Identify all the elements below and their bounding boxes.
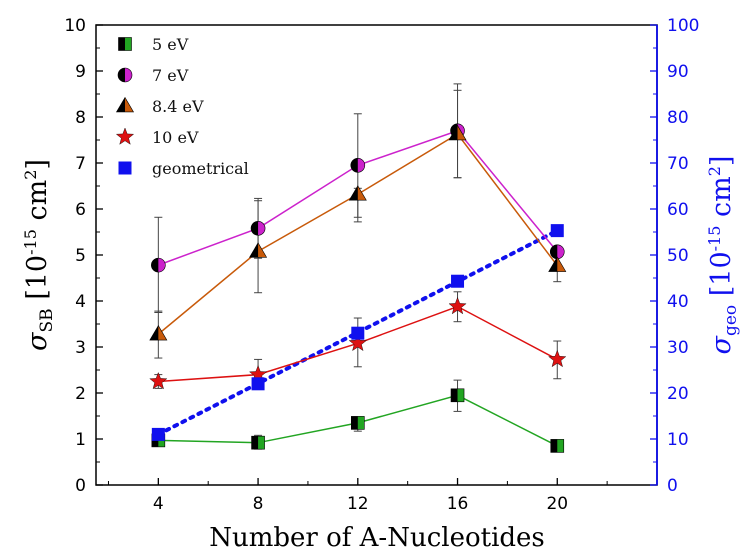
point-10-ev-4 [149,371,168,390]
plot-layer [149,83,567,453]
point-geometrical-8 [251,377,265,391]
point-8-4-ev-4-half [149,325,159,341]
point-5-ev-12-half [351,416,358,430]
legend-marker-geometrical [118,161,132,175]
y-right-tick-label-10: 10 [667,430,689,450]
point-8-4-ev-12-half [349,185,358,201]
point-7-ev-8 [250,221,266,236]
y-left-tick-label-7: 7 [75,154,86,174]
legend-label-7-ev: 7 eV [152,66,189,85]
axes-layer: 4 8 12 16 2001234567891001020304050607080901… [64,16,699,514]
y-left-tick-label-10: 10 [64,16,86,36]
legend-marker-7-ev [117,67,133,83]
y-right-tick-label-50: 50 [667,246,689,266]
point-5-ev-20-half [550,439,558,453]
y-right-tick-label-80: 80 [667,108,689,128]
y-right-tick-label-30: 30 [667,338,689,358]
legend-label-10-ev: 10 eV [152,128,199,147]
point-8-4-ev-12 [348,185,367,201]
point-7-ev-20 [549,244,565,260]
legend-label-geometrical: geometrical [152,159,249,178]
legend-label-8-4-ev: 8.4 eV [152,97,204,116]
legend-marker-10-ev [115,127,135,145]
point-5-ev-8 [251,435,265,450]
y-right-tick-label-20: 20 [667,384,689,404]
point-7-ev-20-half [550,244,558,259]
point-8-4-ev-16 [448,124,467,141]
x-tick-label-12: 12 [347,494,369,514]
legend-marker-5-ev-half [118,37,125,51]
point-10-ev-12 [348,333,367,352]
point-10-ev-20 [548,349,567,368]
y-axis-left-label: σSB [10-15 cm2] [21,159,57,351]
point-7-ev-12 [350,158,366,173]
y-right-tick-label-90: 90 [667,62,689,82]
point-5-ev-12 [350,416,365,430]
x-tick-label-8: 8 [253,494,264,514]
point-8-4-ev-4 [149,325,168,341]
legend-label-5-ev: 5 eV [152,35,189,54]
y-axis-right-label: σgeo [10-15 cm2] [705,156,741,355]
y-left-tick-label-2: 2 [75,384,86,404]
point-geometrical-12 [351,326,365,340]
point-7-ev-12-half [350,158,358,173]
point-8-4-ev-16-half [449,125,458,140]
point-5-ev-16 [450,388,465,403]
point-8-4-ev-20 [548,256,567,272]
y-left-tick-label-4: 4 [75,292,86,312]
x-tick-label-16: 16 [447,494,469,514]
y-left-tick-label-8: 8 [75,108,86,128]
legend-box [102,28,302,188]
y-left-tick-label-5: 5 [75,246,86,266]
x-tick-label-4: 4 [153,494,164,514]
point-8-4-ev-20-half [548,257,558,272]
y-right-tick-label-100: 100 [667,16,699,36]
y-left-tick-label-3: 3 [75,338,86,358]
point-7-ev-4 [151,257,166,273]
legend-marker-8-4-ev [115,96,135,113]
point-8-4-ev-8 [249,242,268,258]
point-7-ev-8-half [251,221,259,236]
x-tick-label-20: 20 [546,494,568,514]
x-axis-label: Number of A-Nucleotides [209,523,545,553]
y-left-tick-label-6: 6 [75,200,86,220]
legend-marker-8-4-ev-half [116,97,125,112]
point-5-ev-20 [550,439,565,453]
point-5-ev-8-half [251,436,259,450]
point-5-ev-16-half [451,388,458,402]
y-left-tick-label-0: 0 [75,476,86,496]
legend: 5 eV 7 eV 8.4 eV 10 eV geometrical [115,35,249,178]
y-right-tick-label-0: 0 [667,476,678,496]
y-right-tick-label-60: 60 [667,200,689,220]
point-10-ev-16 [448,296,467,315]
point-8-4-ev-8-half [249,242,259,258]
point-geometrical-16 [451,274,465,288]
point-geometrical-20 [550,224,564,238]
y-right-tick-label-40: 40 [667,292,689,312]
y-left-tick-label-1: 1 [75,430,86,450]
legend-marker-5-ev [118,37,132,51]
point-geometrical-4 [151,427,165,441]
legend-marker-7-ev-half [118,68,125,82]
y-right-tick-label-70: 70 [667,154,689,174]
point-7-ev-4-half [151,258,159,273]
y-left-tick-label-9: 9 [75,62,86,82]
